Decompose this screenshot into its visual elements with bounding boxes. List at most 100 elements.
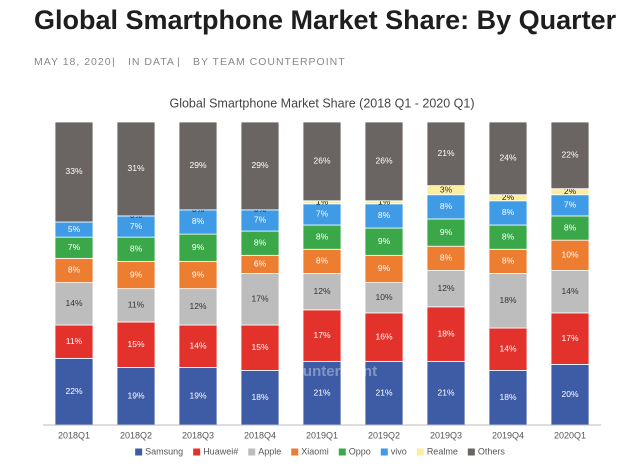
data-label: 8% [440,253,453,263]
bar-segment [550,215,590,241]
data-label: 33% [65,166,82,176]
bar-segment [178,367,218,426]
legend-label: Xiaomi [301,446,329,456]
data-label: 10% [375,292,392,302]
legend-label: Others [478,446,506,456]
bar-segment [488,121,528,196]
data-label: 18% [437,328,454,338]
legend-swatch [291,448,299,456]
bar-segment [178,324,218,368]
x-tick-label: 2018Q1 [58,430,90,440]
post-date: MAY 18, 2020 [34,56,112,68]
post-section: IN DATA [128,56,175,68]
bar-segment [54,121,94,223]
bar-segment [488,200,528,226]
data-label: 9% [378,263,391,273]
data-label: 8% [378,210,391,220]
page-title: Global Smartphone Market Share: By Quart… [34,5,617,35]
x-tick-label: 2018Q4 [244,430,276,440]
legend-label: vivo [391,446,407,456]
data-label: 16% [375,331,392,341]
bar-segment [364,227,404,256]
data-label: 8% [192,216,205,226]
bar-segment [116,236,156,262]
data-label: 2% [502,192,515,202]
data-label: 15% [251,342,268,352]
data-label: 29% [251,160,268,170]
data-label: 8% [68,265,81,275]
data-label: 17% [313,330,330,340]
legend-label: Realme [427,446,458,456]
bar-segment [302,309,342,362]
data-label: 8% [502,207,515,217]
data-label: 7% [564,200,577,210]
bar-segment [550,121,590,190]
data-label: 7% [316,209,329,219]
legend-label: Oppo [349,446,371,456]
bar-segment [302,121,342,202]
bar-segment [302,273,342,311]
bar-segment [240,324,280,371]
data-label: 24% [499,153,516,163]
legend-label: Samsung [145,446,183,456]
data-label: 8% [440,201,453,211]
bar-segment [426,270,466,308]
data-label: 31% [127,163,144,173]
legend-swatch [193,448,201,456]
bar-segment [488,273,528,329]
data-label: 11% [128,300,145,310]
watermark: Counterpoint [283,363,377,380]
data-label: 22% [561,150,578,160]
data-label: 7% [254,215,267,225]
data-label: 19% [127,390,144,400]
bar-segment [178,233,218,262]
legend-swatch [135,448,143,456]
legend-label: Huawei# [203,446,238,456]
data-label: 3% [440,184,453,194]
x-tick-label: 2019Q2 [368,430,400,440]
data-label: 1% [316,197,329,207]
bar-segment [116,321,156,368]
bar-segment [178,209,218,235]
data-label: 14% [499,344,516,354]
data-label: 20% [561,389,578,399]
data-label: 18% [499,295,516,305]
bar-segment [364,121,404,202]
x-tick-label: 2020Q1 [554,430,586,440]
post-author: BY TEAM COUNTERPOINT [193,56,346,68]
bar-segment [178,288,218,326]
data-label: 15% [127,339,144,349]
data-label: 26% [313,156,330,166]
data-label: 9% [440,227,453,237]
data-label: 17% [251,294,268,304]
chart-title: Global Smartphone Market Share (2018 Q1 … [169,96,474,110]
data-label: 12% [189,301,206,311]
data-label: 8% [254,237,267,247]
data-label: 8% [564,222,577,232]
bar-segment [240,273,280,326]
bar-segment [116,288,156,323]
legend-swatch [416,448,424,456]
data-label: 10% [561,250,578,260]
data-label: 9% [192,242,205,252]
bar-segment [426,121,466,187]
data-label: 19% [189,390,206,400]
data-label: 8% [316,256,329,266]
data-label: 9% [192,269,205,279]
bar-segment [240,230,280,256]
data-label: 14% [65,298,82,308]
data-label: 12% [437,283,454,293]
bar-segment [364,254,404,283]
bar-segment [178,121,218,211]
data-label: 1% [378,197,391,207]
data-label: 18% [251,392,268,402]
data-label: 2% [564,186,577,196]
data-label: 5% [68,224,81,234]
bar-segment [550,312,590,365]
bar-segment [240,121,280,211]
separator: | [177,56,181,68]
legend-swatch [380,448,388,456]
legend: Samsung Huawei# Apple Xiaomi Oppo vivo Realme O… [135,446,505,456]
data-label: 17% [561,333,578,343]
